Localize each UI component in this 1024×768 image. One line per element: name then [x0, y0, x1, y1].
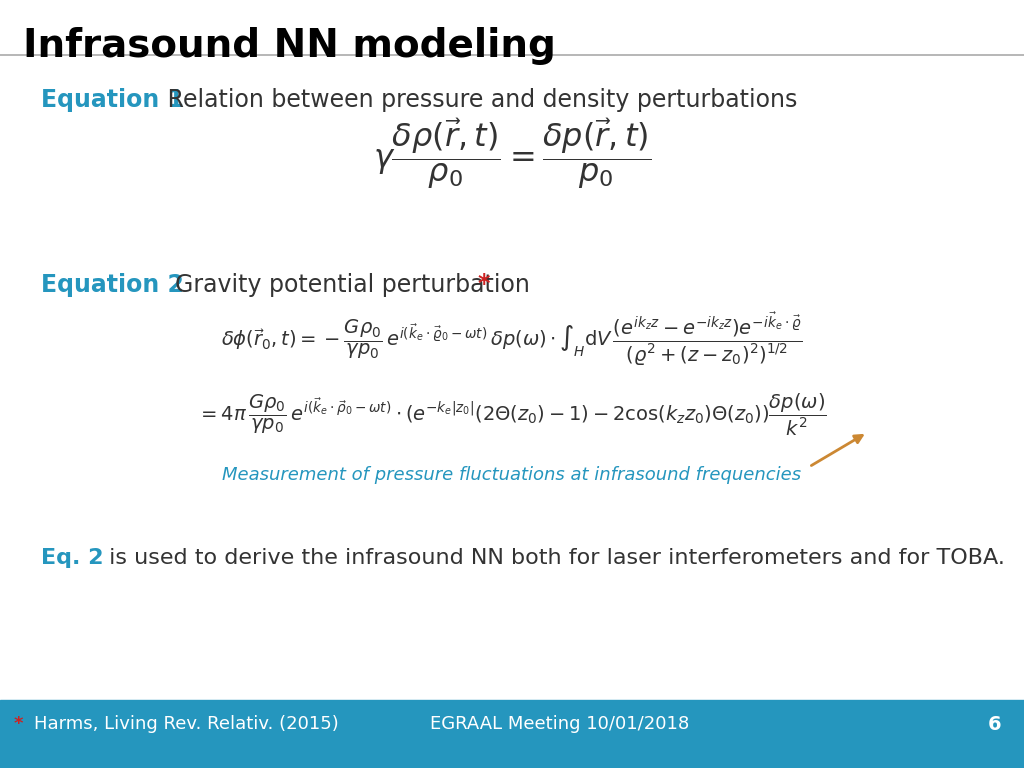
Text: *: * [477, 272, 489, 296]
Text: 6: 6 [988, 715, 1001, 733]
Text: Harms, Living Rev. Relativ. (2015): Harms, Living Rev. Relativ. (2015) [34, 715, 339, 733]
Text: Relation between pressure and density perturbations: Relation between pressure and density pe… [160, 88, 797, 112]
Text: Measurement of pressure fluctuations at infrasound frequencies: Measurement of pressure fluctuations at … [222, 465, 802, 484]
Text: Equation 2: Equation 2 [41, 273, 184, 296]
Text: $= 4\pi\,\dfrac{G\rho_0}{\gamma p_0}\,e^{i(\vec{k}_e\cdot\vec{\rho}_0-\omega t)}: $= 4\pi\,\dfrac{G\rho_0}{\gamma p_0}\,e^… [197, 392, 827, 438]
Text: $\gamma \dfrac{\delta\rho(\vec{r},t)}{\rho_0} = \dfrac{\delta p(\vec{r},t)}{p_0}: $\gamma \dfrac{\delta\rho(\vec{r},t)}{\r… [373, 117, 651, 190]
Text: EGRAAL Meeting 10/01/2018: EGRAAL Meeting 10/01/2018 [430, 715, 689, 733]
Text: *: * [13, 715, 23, 733]
Text: $\delta\phi(\vec{r}_0,t) = -\dfrac{G\rho_0}{\gamma p_0}\,e^{i(\vec{k}_e\cdot\vec: $\delta\phi(\vec{r}_0,t) = -\dfrac{G\rho… [221, 311, 803, 368]
Text: Infrasound NN modeling: Infrasound NN modeling [23, 27, 555, 65]
Text: Gravity potential perturbation: Gravity potential perturbation [160, 273, 538, 296]
Bar [0, 700, 1024, 768]
Text: is used to derive the infrasound NN both for laser interferometers and for TOBA.: is used to derive the infrasound NN both… [102, 548, 1006, 568]
Text: Equation 1: Equation 1 [41, 88, 184, 112]
Text: Eq. 2: Eq. 2 [41, 548, 103, 568]
